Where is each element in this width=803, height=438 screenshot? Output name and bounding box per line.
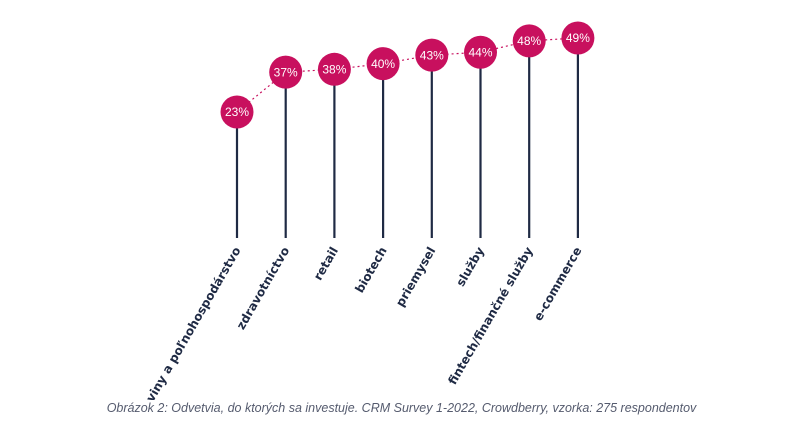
category-label-4: priemysel: [393, 245, 438, 310]
category-label-2: retail: [311, 245, 341, 283]
category-label-1: zdravotníctvo: [234, 245, 293, 333]
category-label-5: služby: [453, 244, 487, 289]
value-dot-5: [464, 35, 497, 69]
data-label-3: 40%: [371, 57, 395, 71]
category-label-0: potraviny a poľnohospodárstvo: [125, 245, 244, 401]
value-dot-3: [366, 47, 400, 81]
lollipop-chart: 23% 37% 38% 40% 43% 44% 48% 49% potraviny a poľ…: [125, 21, 595, 400]
value-dot-1: [269, 55, 303, 89]
dot-layer: 23% 37% 38% 40% 43% 44% 48% 49%: [220, 21, 595, 129]
figure-caption: Obrázok 2: Odvetvia, do ktorých sa inves…: [106, 401, 697, 415]
value-dot-2: [317, 52, 351, 86]
value-dot-0: [220, 95, 254, 129]
category-label-6: fintech/finančné služby: [445, 244, 536, 387]
data-label-0: 23%: [225, 105, 249, 119]
data-label-7: 49%: [566, 31, 590, 45]
value-dot-4: [415, 38, 449, 72]
data-label-1: 37%: [274, 65, 298, 79]
data-label-5: 44%: [468, 45, 492, 59]
data-label-4: 43%: [420, 48, 444, 62]
stem-layer: [235, 38, 580, 238]
value-dot-6: [512, 24, 546, 58]
data-label-2: 38%: [322, 63, 346, 77]
category-label-3: biotech: [352, 245, 389, 296]
category-label-7: e-commerce: [531, 245, 585, 324]
category-label-layer: potraviny a poľnohospodárstvozdravotníct…: [125, 244, 585, 400]
value-dot-7: [561, 21, 595, 55]
data-label-6: 48%: [517, 34, 541, 48]
